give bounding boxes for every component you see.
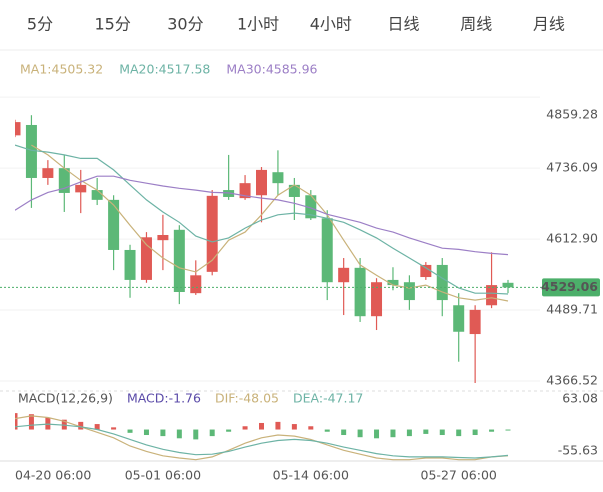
candle-body — [305, 195, 317, 219]
macd-tick-label: 63.08 — [562, 391, 598, 406]
macd-legend: MACD:-1.76 — [127, 391, 201, 406]
x-tick-label: 05-01 06:00 — [125, 468, 201, 483]
legend-entry: MA20:4517.58 — [119, 62, 210, 77]
candle-body — [15, 122, 21, 136]
macd-line — [15, 423, 509, 459]
macd-bar — [143, 429, 149, 436]
macd-bar — [193, 429, 199, 440]
candle-body — [239, 183, 251, 199]
candle-body — [420, 264, 432, 278]
legend-entry: MA1:4505.32 — [20, 62, 103, 77]
candle-body — [140, 237, 152, 280]
macd-bar — [275, 421, 281, 430]
candle-body — [157, 234, 169, 241]
macd-bar — [505, 429, 511, 431]
candle-body — [256, 169, 267, 196]
candle-body — [190, 275, 202, 294]
candle-body — [223, 190, 235, 197]
macd-bar — [226, 429, 232, 432]
macd-bar — [489, 429, 495, 432]
macd-bar — [456, 429, 462, 437]
tab[interactable]: 月线 — [533, 15, 565, 34]
candle-body — [387, 279, 399, 286]
candle-body — [338, 267, 350, 283]
macd-bar — [406, 429, 412, 437]
last-price-label: 4529.06 — [541, 279, 598, 294]
x-tick-label: 04-20 06:00 — [15, 468, 91, 483]
candle-body — [354, 267, 366, 317]
macd-bar — [28, 414, 34, 430]
candle-body — [173, 229, 185, 293]
candle-body — [108, 199, 120, 250]
candle-body — [124, 249, 136, 280]
macd-bar — [374, 429, 380, 439]
macd-title: MACD(12,26,9) — [18, 391, 113, 406]
candle-body — [321, 218, 333, 283]
tab[interactable]: 周线 — [460, 15, 492, 34]
macd-bar — [78, 421, 84, 430]
candle-body — [486, 285, 498, 306]
macd-bar — [472, 429, 478, 436]
candle-body — [272, 172, 284, 184]
macd-legend: DIF:-48.05 — [215, 391, 279, 406]
tab[interactable]: 30分 — [167, 15, 203, 34]
tab[interactable]: 1小时 — [237, 15, 279, 34]
ma-line — [15, 144, 509, 295]
macd-bar — [176, 429, 182, 439]
candle-body — [42, 168, 54, 178]
y-tick-label: 4489.71 — [546, 302, 598, 317]
tab[interactable]: 5分 — [27, 15, 53, 34]
last-price-box — [542, 278, 600, 297]
macd-legend: DEA:-47.17 — [293, 391, 363, 406]
ma-line — [15, 175, 509, 256]
y-tick-label: 4859.28 — [546, 107, 598, 122]
macd-bar — [94, 424, 100, 430]
candle-body — [403, 282, 415, 301]
macd-bar — [308, 426, 314, 430]
macd-bar — [111, 427, 117, 430]
x-tick-label: 05-14 06:00 — [273, 468, 349, 483]
macd-tick-label: -55.63 — [558, 443, 598, 458]
macd-bar — [242, 426, 248, 430]
macd-bar — [259, 422, 264, 430]
macd-bar — [324, 429, 330, 432]
macd-bar — [439, 429, 445, 436]
y-tick-label: 4612.90 — [546, 231, 598, 246]
candle-body — [25, 124, 37, 178]
macd-bar — [15, 413, 18, 430]
y-tick-label: 4366.52 — [546, 372, 598, 387]
ma-line — [31, 144, 509, 302]
macd-bar — [209, 429, 215, 437]
macd-line — [15, 415, 509, 461]
candle-body — [288, 184, 300, 197]
tab[interactable]: 15分 — [95, 15, 131, 34]
candle-body — [58, 168, 70, 193]
candle-body — [206, 195, 218, 272]
macd-bar — [127, 429, 133, 433]
candle-body — [469, 309, 481, 335]
candle-body — [371, 282, 383, 317]
macd-bar — [291, 424, 297, 430]
macd-bar — [390, 429, 396, 438]
legend-entry: MA30:4585.96 — [226, 62, 317, 77]
x-tick-label: 05-27 06:00 — [421, 468, 497, 483]
candle-body — [91, 190, 103, 200]
candle-body — [436, 264, 448, 301]
candle-body — [453, 305, 465, 332]
tab[interactable]: 日线 — [387, 15, 419, 34]
macd-bar — [423, 429, 429, 434]
y-tick-label: 4736.09 — [546, 160, 598, 175]
macd-bar — [341, 429, 347, 436]
candle-body — [502, 282, 514, 288]
candle-body — [75, 184, 87, 193]
macd-bar — [357, 429, 363, 438]
tab[interactable]: 4小时 — [310, 15, 352, 34]
macd-bar — [160, 429, 166, 437]
